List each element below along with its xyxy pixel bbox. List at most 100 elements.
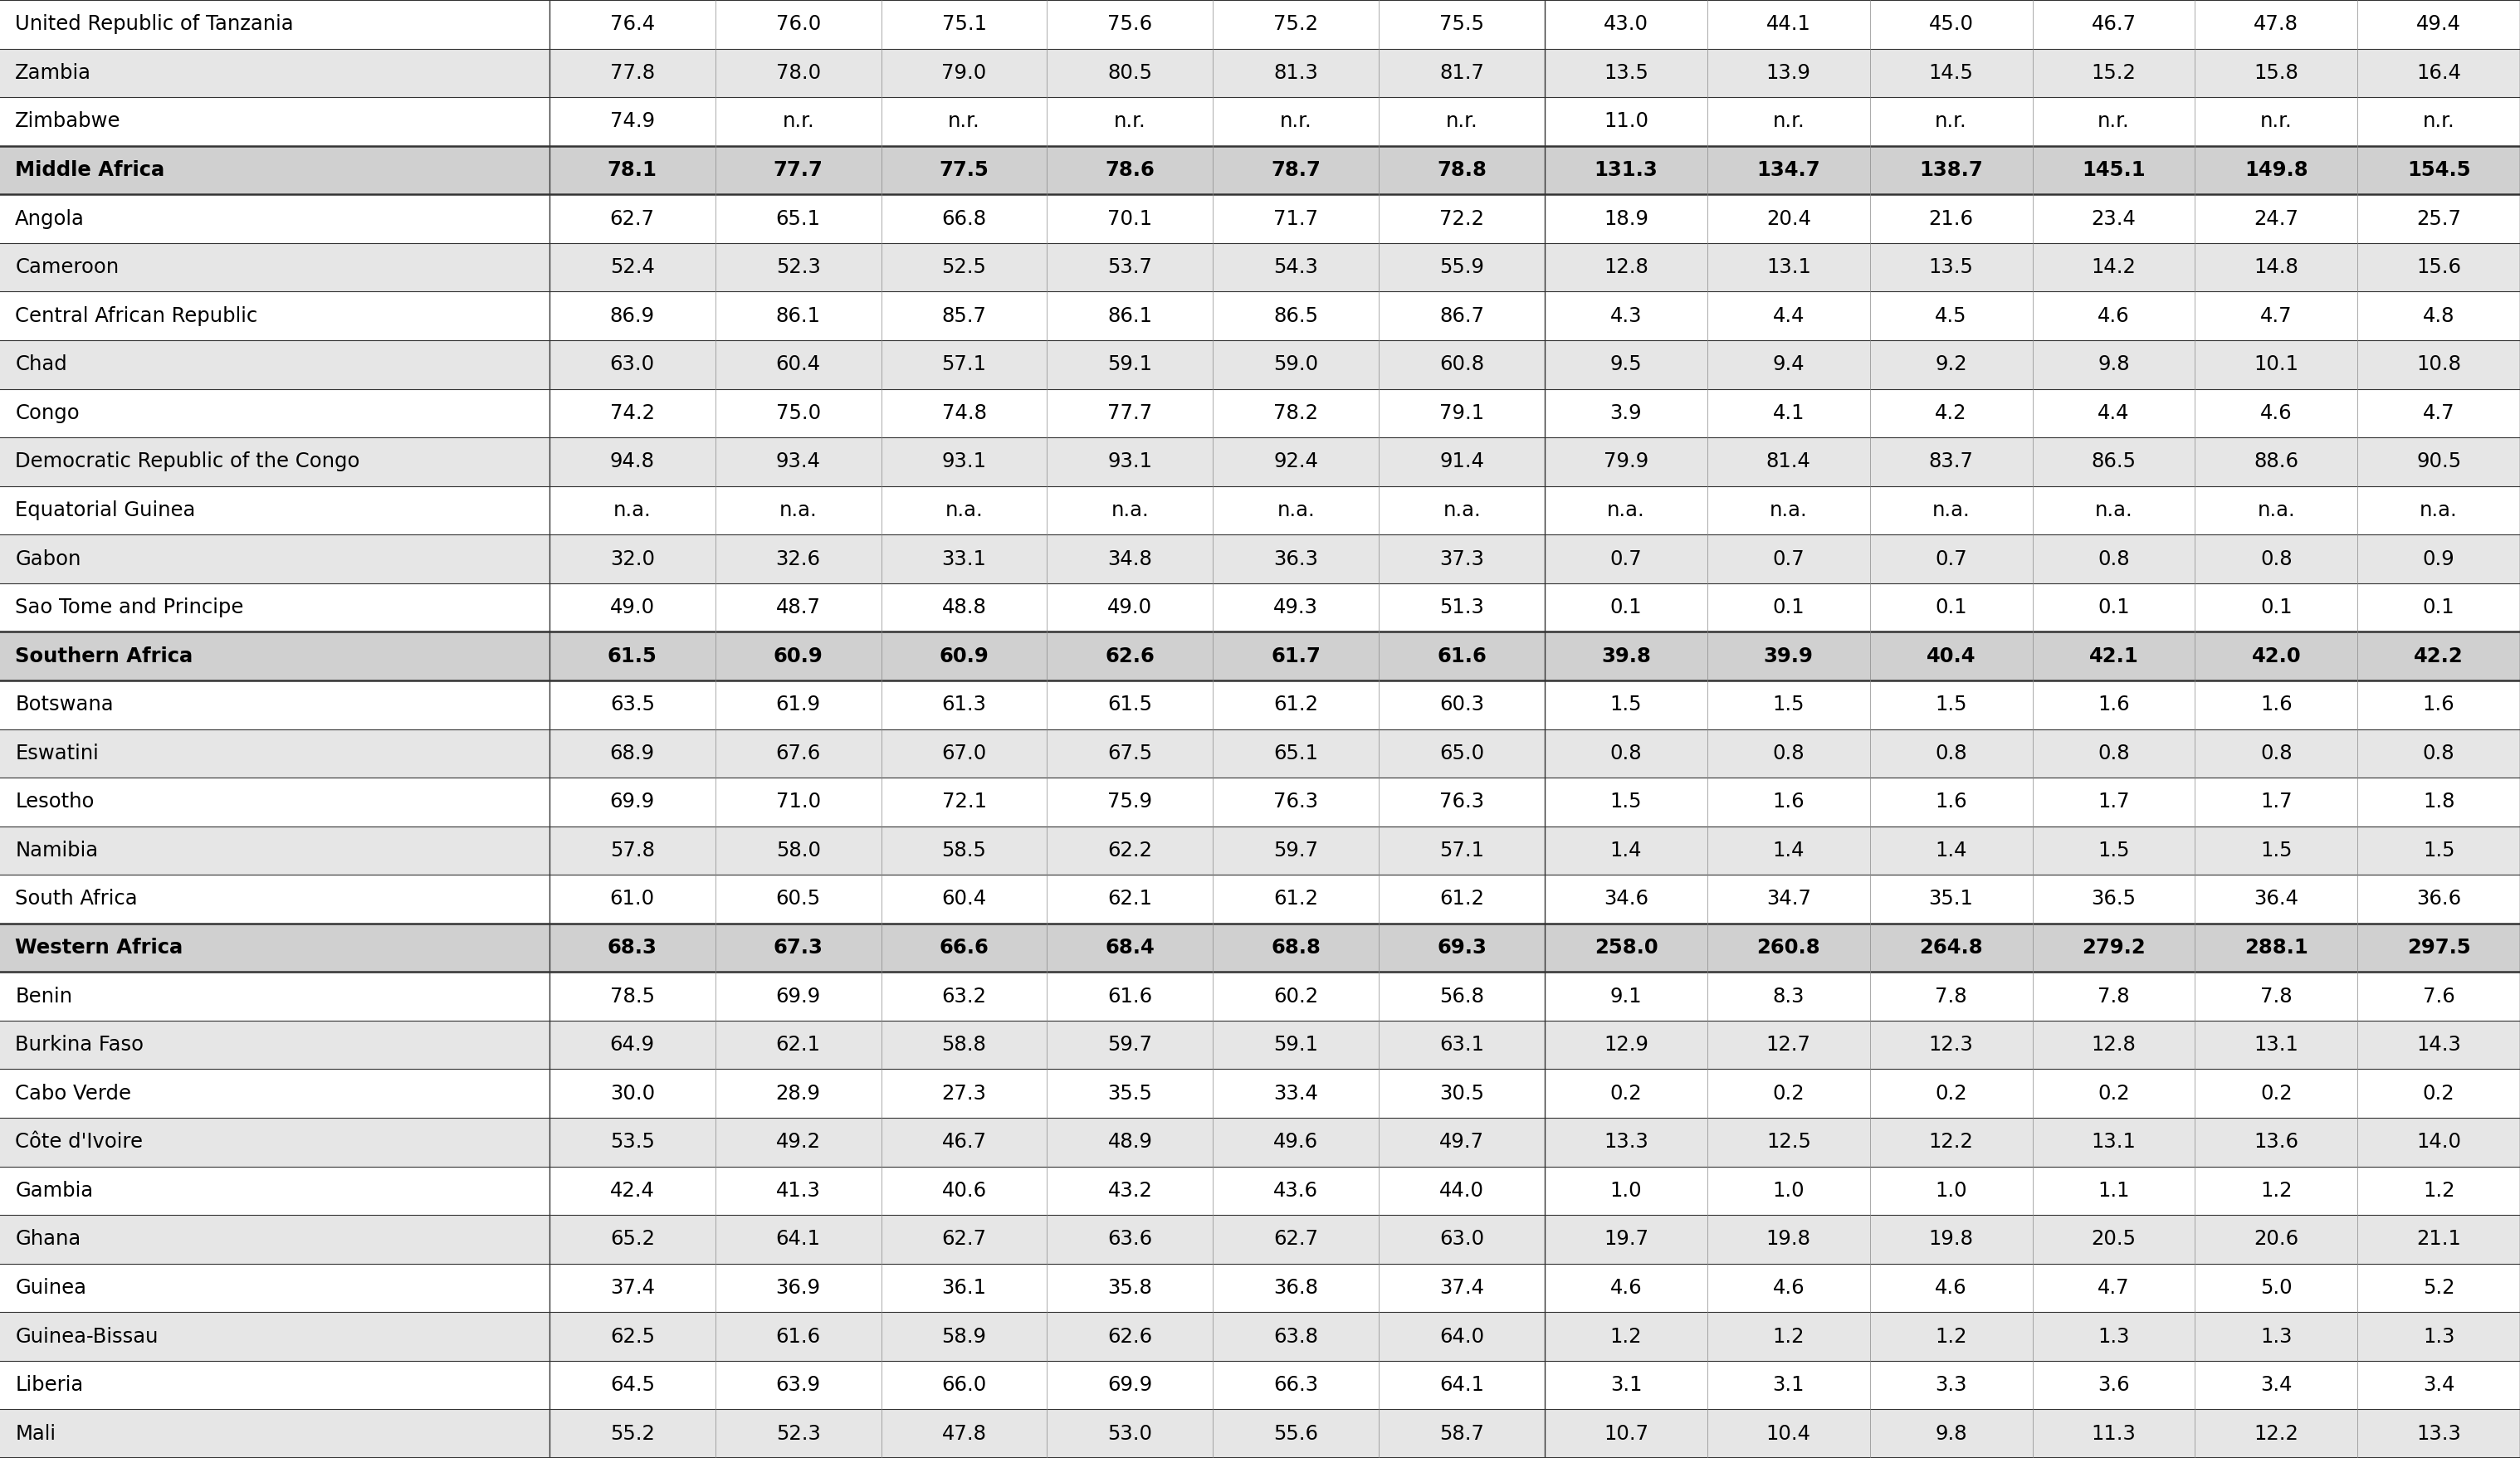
Text: 90.5: 90.5	[2417, 452, 2462, 471]
Text: Zambia: Zambia	[15, 63, 91, 83]
Text: 149.8: 149.8	[2245, 160, 2308, 179]
Text: 77.5: 77.5	[940, 160, 988, 179]
Text: 68.4: 68.4	[1106, 937, 1154, 958]
Text: 81.7: 81.7	[1439, 63, 1484, 83]
Text: n.a.: n.a.	[612, 500, 650, 521]
Text: n.r.: n.r.	[1114, 112, 1147, 131]
Text: 63.1: 63.1	[1439, 1035, 1484, 1054]
Text: 58.5: 58.5	[942, 841, 985, 860]
Text: 60.3: 60.3	[1439, 695, 1484, 714]
Text: 131.3: 131.3	[1595, 160, 1658, 179]
Text: 288.1: 288.1	[2245, 937, 2308, 958]
Text: 9.8: 9.8	[1935, 1424, 1968, 1443]
Text: 78.0: 78.0	[776, 63, 822, 83]
Text: 39.9: 39.9	[1764, 646, 1814, 666]
Text: 32.6: 32.6	[776, 550, 822, 569]
Text: 145.1: 145.1	[2082, 160, 2145, 179]
Text: 61.9: 61.9	[776, 695, 822, 714]
Text: 79.1: 79.1	[1439, 404, 1484, 423]
Text: 62.2: 62.2	[1109, 841, 1152, 860]
Text: 28.9: 28.9	[776, 1083, 822, 1104]
Text: 4.7: 4.7	[2097, 1279, 2129, 1298]
Text: 49.2: 49.2	[776, 1133, 822, 1152]
Text: 59.7: 59.7	[1273, 841, 1318, 860]
Text: 1.4: 1.4	[1935, 841, 1968, 860]
Text: 1.6: 1.6	[2260, 695, 2293, 714]
Text: 15.6: 15.6	[2417, 258, 2462, 277]
Text: n.r.: n.r.	[1772, 112, 1804, 131]
Text: 70.1: 70.1	[1109, 208, 1152, 229]
Text: 91.4: 91.4	[1439, 452, 1484, 471]
Text: 62.1: 62.1	[1109, 889, 1152, 908]
Text: 39.8: 39.8	[1600, 646, 1651, 666]
Text: 86.5: 86.5	[2092, 452, 2137, 471]
Text: 57.8: 57.8	[610, 841, 655, 860]
Text: 0.7: 0.7	[1772, 550, 1804, 569]
Text: 0.2: 0.2	[1610, 1083, 1643, 1104]
Text: 54.3: 54.3	[1273, 258, 1318, 277]
Text: 64.0: 64.0	[1439, 1327, 1484, 1346]
Text: 60.9: 60.9	[774, 646, 824, 666]
Text: 58.0: 58.0	[776, 841, 822, 860]
Text: Southern Africa: Southern Africa	[15, 646, 194, 666]
Text: 78.5: 78.5	[610, 987, 655, 1006]
Text: 7.8: 7.8	[2097, 987, 2129, 1006]
Text: 4.6: 4.6	[1610, 1279, 1643, 1298]
Text: 9.2: 9.2	[1935, 354, 1968, 375]
Text: 0.2: 0.2	[2097, 1083, 2129, 1104]
Text: 52.3: 52.3	[776, 258, 822, 277]
Text: 12.2: 12.2	[2253, 1424, 2298, 1443]
Text: 76.4: 76.4	[610, 15, 655, 34]
Text: 62.7: 62.7	[942, 1229, 985, 1250]
Text: 37.3: 37.3	[1439, 550, 1484, 569]
Text: 51.3: 51.3	[1439, 598, 1484, 617]
Bar	[0, 0, 2520, 48]
Text: 61.6: 61.6	[776, 1327, 822, 1346]
Text: 86.5: 86.5	[1273, 306, 1318, 325]
Text: 0.1: 0.1	[1610, 598, 1643, 617]
Text: 0.2: 0.2	[2422, 1083, 2454, 1104]
Text: 14.2: 14.2	[2092, 258, 2137, 277]
Text: 13.5: 13.5	[1928, 258, 1973, 277]
Text: Ghana: Ghana	[15, 1229, 81, 1250]
Text: 63.8: 63.8	[1273, 1327, 1318, 1346]
Text: 13.3: 13.3	[2417, 1424, 2462, 1443]
Text: n.a.: n.a.	[1769, 500, 1807, 521]
Text: 61.2: 61.2	[1273, 695, 1318, 714]
Text: 12.7: 12.7	[1767, 1035, 1812, 1054]
Text: 63.2: 63.2	[942, 987, 985, 1006]
Text: 69.9: 69.9	[610, 792, 655, 812]
Bar	[0, 631, 2520, 681]
Text: 3.9: 3.9	[1610, 404, 1643, 423]
Text: 69.3: 69.3	[1436, 937, 1487, 958]
Text: 1.0: 1.0	[1610, 1181, 1643, 1200]
Text: 36.9: 36.9	[776, 1279, 822, 1298]
Text: n.a.: n.a.	[1444, 500, 1482, 521]
Text: 1.5: 1.5	[2097, 841, 2129, 860]
Text: 74.9: 74.9	[610, 112, 655, 131]
Bar	[0, 1166, 2520, 1215]
Text: 36.1: 36.1	[942, 1279, 985, 1298]
Text: 68.9: 68.9	[610, 744, 655, 763]
Text: 67.3: 67.3	[774, 937, 824, 958]
Text: 92.4: 92.4	[1273, 452, 1318, 471]
Text: n.r.: n.r.	[1446, 112, 1477, 131]
Text: 5.0: 5.0	[2260, 1279, 2293, 1298]
Text: 44.0: 44.0	[1439, 1181, 1484, 1200]
Text: 71.7: 71.7	[1273, 208, 1318, 229]
Bar	[0, 340, 2520, 389]
Text: 37.4: 37.4	[1439, 1279, 1484, 1298]
Text: 20.5: 20.5	[2092, 1229, 2137, 1250]
Text: 4.6: 4.6	[1772, 1279, 1804, 1298]
Text: 1.6: 1.6	[2422, 695, 2454, 714]
Text: 35.8: 35.8	[1109, 1279, 1152, 1298]
Bar	[0, 1360, 2520, 1410]
Text: 67.0: 67.0	[942, 744, 988, 763]
Text: 1.3: 1.3	[2097, 1327, 2129, 1346]
Text: 3.3: 3.3	[1935, 1375, 1968, 1395]
Text: 10.1: 10.1	[2253, 354, 2298, 375]
Text: 0.9: 0.9	[2422, 550, 2454, 569]
Text: 23.4: 23.4	[2092, 208, 2137, 229]
Text: 66.0: 66.0	[942, 1375, 988, 1395]
Text: 12.8: 12.8	[2092, 1035, 2137, 1054]
